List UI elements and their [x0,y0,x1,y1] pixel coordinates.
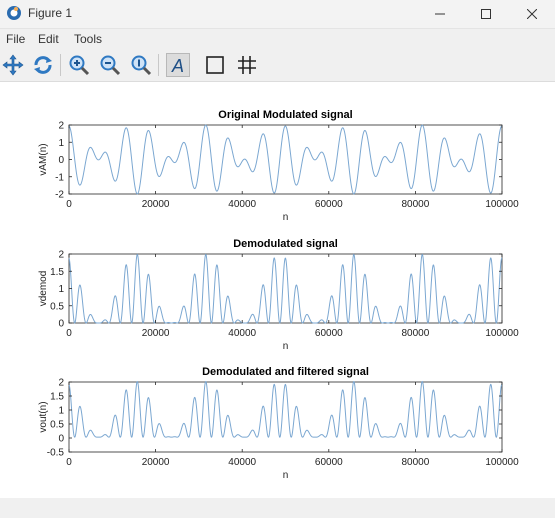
x-tick-label: 100000 [485,199,519,210]
series-line-1 [68,124,503,195]
window-title: Figure 1 [28,6,73,20]
x-tick-label: 20000 [142,328,170,339]
octave-app-icon [7,6,21,20]
svg-text:A: A [171,56,184,76]
y-tick-label: 0 [58,155,64,166]
minimize-icon [435,13,445,15]
y-tick-label: 2 [58,121,64,132]
zoom-reset-icon [131,55,152,76]
menu-bar: File Edit Tools [0,29,555,49]
minimize-button[interactable] [417,0,463,28]
toolbar: A [0,49,555,82]
axes-box-icon [206,56,224,74]
chart-title-2: Demodulated signal [233,238,338,250]
x-tick-label: 80000 [401,328,429,339]
x-axis-label-2: n [283,341,289,352]
y-axis-label-3: vout(n) [38,401,49,432]
menu-file[interactable]: File [6,32,26,46]
x-axis-label-1: n [283,212,289,223]
x-tick-label: 20000 [142,457,170,468]
x-tick-label: 100000 [485,457,519,468]
text-button[interactable]: A [166,53,190,77]
x-tick-label: 80000 [401,457,429,468]
y-tick-label: 2 [58,250,64,261]
text-icon: A [171,56,184,76]
rotate-icon [34,56,52,74]
y-tick-label: -2 [55,190,64,201]
zoom-in-icon [69,55,90,76]
y-tick-label: 1.5 [50,392,64,403]
y-tick-label: 0 [58,319,64,330]
maximize-button[interactable] [463,0,509,28]
x-tick-label: 20000 [142,199,170,210]
y-tick-label: 0 [58,434,64,445]
x-tick-label: 80000 [401,199,429,210]
chart-title-1: Original Modulated signal [218,109,352,121]
close-button[interactable] [509,0,555,28]
grid-button[interactable] [235,53,259,77]
zoom-out-button[interactable] [98,53,122,77]
y-tick-label: 1 [58,284,64,295]
chart-title-3: Demodulated and filtered signal [202,366,369,378]
x-tick-label: 40000 [228,328,256,339]
y-tick-label: 0.5 [50,420,64,431]
y-tick-label: -0.5 [47,448,65,459]
x-axis-label-3: n [283,470,289,481]
maximize-icon [481,9,491,19]
y-tick-label: 2 [58,378,64,389]
series-line-3 [68,380,503,438]
close-icon [527,9,537,19]
y-tick-label: -1 [55,172,64,183]
status-bar [0,498,555,518]
figure-canvas: Original Modulated signal 0 20000 40000 6000… [0,82,555,498]
y-tick-label: 1 [58,406,64,417]
title-bar: Figure 1 [0,0,555,29]
y-axis-label-2: vdemod [38,271,49,307]
zoom-reset-button[interactable] [129,53,153,77]
x-tick-label: 100000 [485,328,519,339]
x-tick-label: 40000 [228,199,256,210]
x-tick-label: 60000 [315,199,343,210]
zoom-out-icon [100,55,121,76]
grid-icon [238,56,256,74]
toolbar-separator [158,54,159,76]
axes-box-1 [68,124,503,195]
x-tick-label: 0 [66,457,72,468]
axes-box-3 [68,381,503,453]
pan-icon [2,54,24,76]
y-tick-label: 0.5 [50,301,64,312]
menu-edit[interactable]: Edit [38,32,59,46]
axes-box-2 [68,253,503,324]
axes-box-button[interactable] [203,53,227,77]
x-tick-label: 60000 [315,457,343,468]
x-tick-label: 0 [66,199,72,210]
x-tick-label: 40000 [228,457,256,468]
menu-tools[interactable]: Tools [74,32,103,46]
rotate-button[interactable] [31,53,55,77]
toolbar-separator [60,54,61,76]
series-line-2 [68,253,503,324]
y-axis-label-1: vAM(n) [38,143,49,175]
y-tick-label: 1.5 [50,267,64,278]
x-tick-label: 0 [66,328,72,339]
zoom-in-button[interactable] [67,53,91,77]
pan-button[interactable] [1,53,25,77]
y-tick-label: 1 [58,138,64,149]
x-tick-label: 60000 [315,328,343,339]
